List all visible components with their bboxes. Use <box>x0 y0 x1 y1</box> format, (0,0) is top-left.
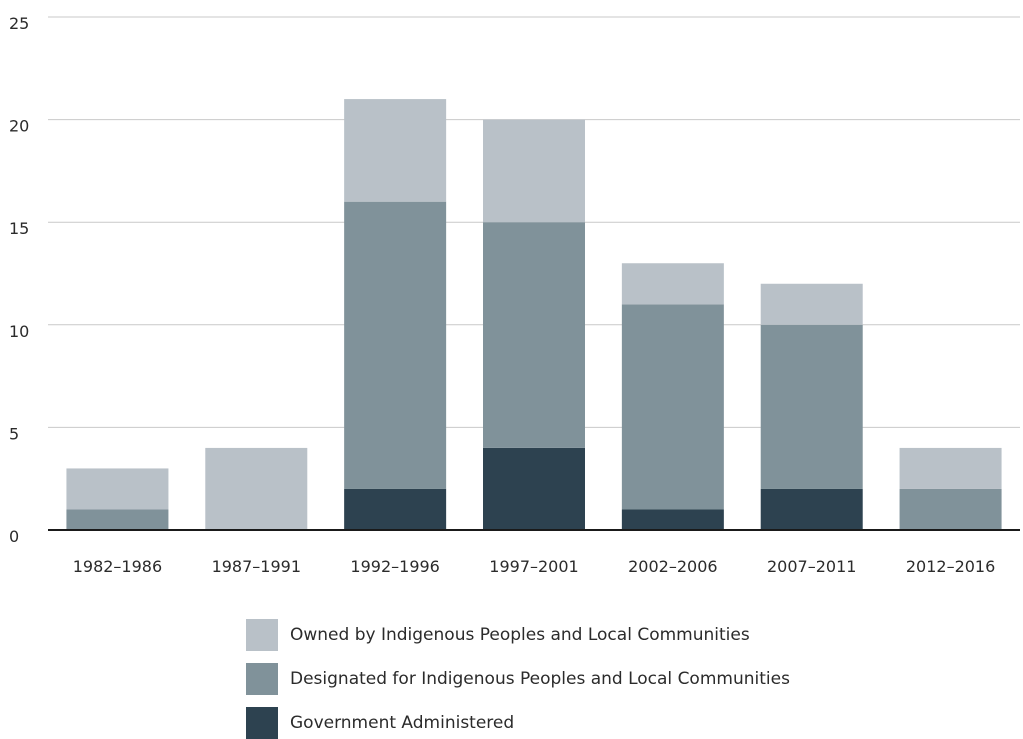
bar-2012–2016-series-1 <box>899 488 1002 530</box>
legend-swatch-government <box>246 707 278 739</box>
legend-item-owned: Owned by Indigenous Peoples and Local Co… <box>246 619 790 651</box>
bars <box>66 99 1002 530</box>
bar-1997–2001-series-1 <box>483 222 585 448</box>
x-tick-label-5: 2007–2011 <box>767 557 856 576</box>
y-tick-label-20: 20 <box>9 117 29 136</box>
bar-1982–1986-series-1 <box>66 509 169 530</box>
y-tick-label-10: 10 <box>9 322 29 341</box>
x-axis-tick-labels: 1982–1986 1987–1991 1992–1996 1997–2001 2002… <box>73 557 996 576</box>
x-tick-label-1: 1987–1991 <box>212 557 301 576</box>
bar-1982–1986-series-2 <box>66 468 169 510</box>
legend: Owned by Indigenous Peoples and Local Co… <box>246 619 790 739</box>
bar-2002–2006-series-2 <box>621 263 724 305</box>
bar-2002–2006-series-1 <box>621 304 724 510</box>
legend-swatch-owned <box>246 619 278 651</box>
legend-swatch-designated <box>246 663 278 695</box>
y-axis-tick-labels: 0 5 10 15 20 25 <box>9 14 29 546</box>
x-tick-label-6: 2012–2016 <box>906 557 995 576</box>
bar-1992–1996-series-1 <box>344 201 447 489</box>
bar-1992–1996-series-2 <box>344 99 447 202</box>
bar-1987–1991-series-2 <box>205 447 308 530</box>
bar-1997–2001-series-0 <box>483 447 585 530</box>
bar-2012–2016-series-2 <box>899 447 1002 489</box>
bar-1992–1996-series-0 <box>344 488 447 530</box>
y-tick-label-25: 25 <box>9 14 29 33</box>
bar-1997–2001-series-2 <box>483 119 585 223</box>
legend-label-government: Government Administered <box>290 713 515 733</box>
bar-2007–2011-series-1 <box>760 324 863 489</box>
x-tick-label-3: 1997–2001 <box>489 557 578 576</box>
bar-2002–2006-series-0 <box>621 509 724 530</box>
legend-label-designated: Designated for Indigenous Peoples and Lo… <box>290 669 790 689</box>
x-tick-label-0: 1982–1986 <box>73 557 162 576</box>
x-tick-label-2: 1992–1996 <box>350 557 439 576</box>
bar-2007–2011-series-0 <box>760 488 863 530</box>
bar-2007–2011-series-2 <box>760 283 863 325</box>
x-tick-label-4: 2002–2006 <box>628 557 717 576</box>
legend-item-designated: Designated for Indigenous Peoples and Lo… <box>246 663 790 695</box>
legend-item-government: Government Administered <box>246 707 790 739</box>
legend-label-owned: Owned by Indigenous Peoples and Local Co… <box>290 625 750 645</box>
y-tick-label-15: 15 <box>9 219 29 238</box>
y-tick-label-5: 5 <box>9 424 19 443</box>
y-tick-label-0: 0 <box>9 527 19 546</box>
